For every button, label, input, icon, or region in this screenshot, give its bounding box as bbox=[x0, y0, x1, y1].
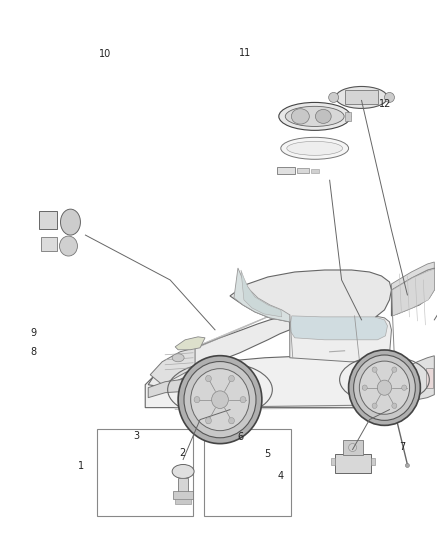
Polygon shape bbox=[150, 348, 195, 385]
Ellipse shape bbox=[362, 385, 367, 390]
Text: 12: 12 bbox=[379, 99, 391, 109]
Ellipse shape bbox=[406, 464, 410, 467]
Text: 3: 3 bbox=[133, 431, 139, 441]
Ellipse shape bbox=[377, 380, 392, 395]
Polygon shape bbox=[148, 315, 290, 387]
Ellipse shape bbox=[194, 397, 200, 403]
Polygon shape bbox=[230, 270, 392, 324]
Ellipse shape bbox=[372, 367, 377, 373]
Polygon shape bbox=[291, 316, 388, 340]
Bar bbox=[97, 429, 193, 516]
Ellipse shape bbox=[172, 464, 194, 479]
Bar bbox=[204, 429, 291, 516]
Polygon shape bbox=[145, 356, 407, 408]
Ellipse shape bbox=[291, 109, 309, 124]
Ellipse shape bbox=[60, 209, 81, 235]
Bar bbox=[277, 167, 295, 174]
Polygon shape bbox=[175, 337, 205, 350]
Ellipse shape bbox=[353, 355, 415, 421]
Bar bbox=[331, 457, 335, 465]
Ellipse shape bbox=[60, 236, 78, 256]
Polygon shape bbox=[392, 268, 434, 316]
Ellipse shape bbox=[315, 109, 331, 123]
Ellipse shape bbox=[240, 397, 246, 403]
Ellipse shape bbox=[279, 102, 350, 131]
Text: 4: 4 bbox=[277, 472, 283, 481]
Ellipse shape bbox=[191, 369, 249, 431]
Polygon shape bbox=[290, 314, 392, 362]
Ellipse shape bbox=[285, 107, 344, 126]
Ellipse shape bbox=[172, 354, 184, 362]
Bar bbox=[371, 457, 374, 465]
Ellipse shape bbox=[402, 385, 407, 390]
Bar bbox=[335, 454, 371, 473]
Polygon shape bbox=[241, 270, 282, 317]
Polygon shape bbox=[392, 269, 434, 316]
Ellipse shape bbox=[359, 361, 410, 414]
Bar bbox=[175, 499, 191, 504]
Ellipse shape bbox=[328, 92, 339, 102]
Bar bbox=[173, 491, 193, 499]
Ellipse shape bbox=[349, 443, 357, 451]
Ellipse shape bbox=[205, 417, 212, 424]
Text: 6: 6 bbox=[237, 432, 243, 442]
Ellipse shape bbox=[281, 138, 349, 159]
Bar bbox=[311, 169, 319, 173]
Polygon shape bbox=[234, 268, 290, 322]
Bar bbox=[343, 440, 363, 455]
Ellipse shape bbox=[205, 375, 212, 382]
Text: 1: 1 bbox=[78, 461, 85, 471]
Ellipse shape bbox=[392, 403, 397, 408]
Bar bbox=[426, 368, 433, 387]
Text: 11: 11 bbox=[239, 48, 251, 58]
Ellipse shape bbox=[385, 92, 395, 102]
Text: 7: 7 bbox=[399, 442, 406, 452]
Text: 10: 10 bbox=[99, 49, 112, 59]
Polygon shape bbox=[407, 356, 434, 400]
Ellipse shape bbox=[287, 141, 343, 155]
Text: 8: 8 bbox=[30, 346, 36, 357]
Bar bbox=[345, 112, 350, 120]
Ellipse shape bbox=[372, 403, 377, 408]
Text: 5: 5 bbox=[264, 449, 270, 459]
Polygon shape bbox=[392, 262, 434, 290]
Ellipse shape bbox=[229, 375, 234, 382]
Bar bbox=[345, 91, 378, 104]
Polygon shape bbox=[148, 378, 195, 398]
Bar bbox=[39, 211, 57, 229]
Ellipse shape bbox=[349, 350, 420, 425]
Ellipse shape bbox=[212, 391, 228, 408]
Text: 2: 2 bbox=[179, 448, 185, 457]
Ellipse shape bbox=[178, 356, 262, 443]
Bar bbox=[297, 168, 309, 173]
Ellipse shape bbox=[392, 367, 397, 373]
Ellipse shape bbox=[184, 361, 256, 438]
Ellipse shape bbox=[229, 417, 234, 424]
Text: 9: 9 bbox=[30, 328, 36, 338]
Bar bbox=[41, 237, 57, 251]
Ellipse shape bbox=[336, 86, 388, 108]
Bar bbox=[178, 479, 188, 492]
